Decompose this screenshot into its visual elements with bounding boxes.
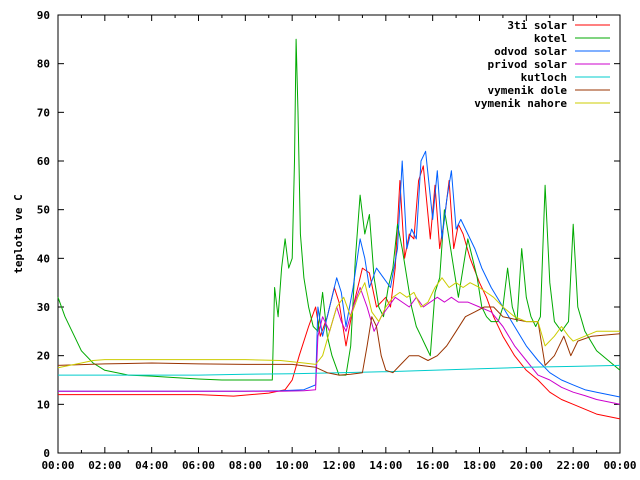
legend-label: privod solar: [488, 58, 568, 71]
series-line-odvod-solar: [58, 150, 621, 398]
y-tick-label: 40: [37, 252, 50, 265]
series-line-vymenik-nahore: [57, 277, 620, 369]
x-tick-label: 00:00: [603, 459, 636, 472]
series-line-3ti-solar: [58, 165, 621, 420]
x-tick-label: 20:00: [510, 459, 543, 472]
x-axis-ticks: 00:00 02:00 04:00 06:00 08:00 10:00 12:00 14:00…: [41, 15, 637, 472]
y-tick-label: 10: [37, 398, 50, 411]
x-tick-label: 22:00: [557, 459, 590, 472]
y-axis-ticks: 0 10 20 30 40 50 60 70 80 90: [37, 9, 620, 460]
x-tick-label: 06:00: [182, 459, 215, 472]
y-axis-title: teplota ve C: [12, 194, 25, 273]
legend-label: kotel: [534, 32, 567, 45]
x-tick-label: 00:00: [41, 459, 74, 472]
x-tick-label: 02:00: [88, 459, 121, 472]
x-tick-label: 16:00: [416, 459, 449, 472]
legend-label: vymenik nahore: [474, 97, 567, 110]
legend-label: vymenik dole: [488, 84, 568, 97]
series-line-privod-solar: [58, 287, 621, 405]
x-tick-label: 08:00: [229, 459, 262, 472]
x-tick-label: 14:00: [369, 459, 402, 472]
y-tick-label: 20: [37, 350, 50, 363]
series-lines: [57, 38, 621, 420]
legend-label: 3ti solar: [507, 19, 567, 32]
legend-label: odvod solar: [494, 45, 567, 58]
x-tick-label: 04:00: [135, 459, 168, 472]
x-tick-label: 10:00: [276, 459, 309, 472]
series-line-kotel: [57, 38, 621, 381]
y-tick-label: 30: [37, 301, 50, 314]
y-tick-label: 0: [43, 447, 50, 460]
y-tick-label: 50: [37, 204, 50, 217]
y-tick-label: 60: [37, 155, 50, 168]
y-tick-label: 80: [37, 58, 50, 71]
series-line-vymenik-dole: [57, 306, 621, 376]
series-line-kutloch: [58, 364, 621, 376]
x-tick-label: 12:00: [322, 459, 355, 472]
legend-label: kutloch: [521, 71, 567, 84]
y-tick-label: 90: [37, 9, 50, 22]
y-tick-label: 70: [37, 106, 50, 119]
x-tick-label: 18:00: [463, 459, 496, 472]
